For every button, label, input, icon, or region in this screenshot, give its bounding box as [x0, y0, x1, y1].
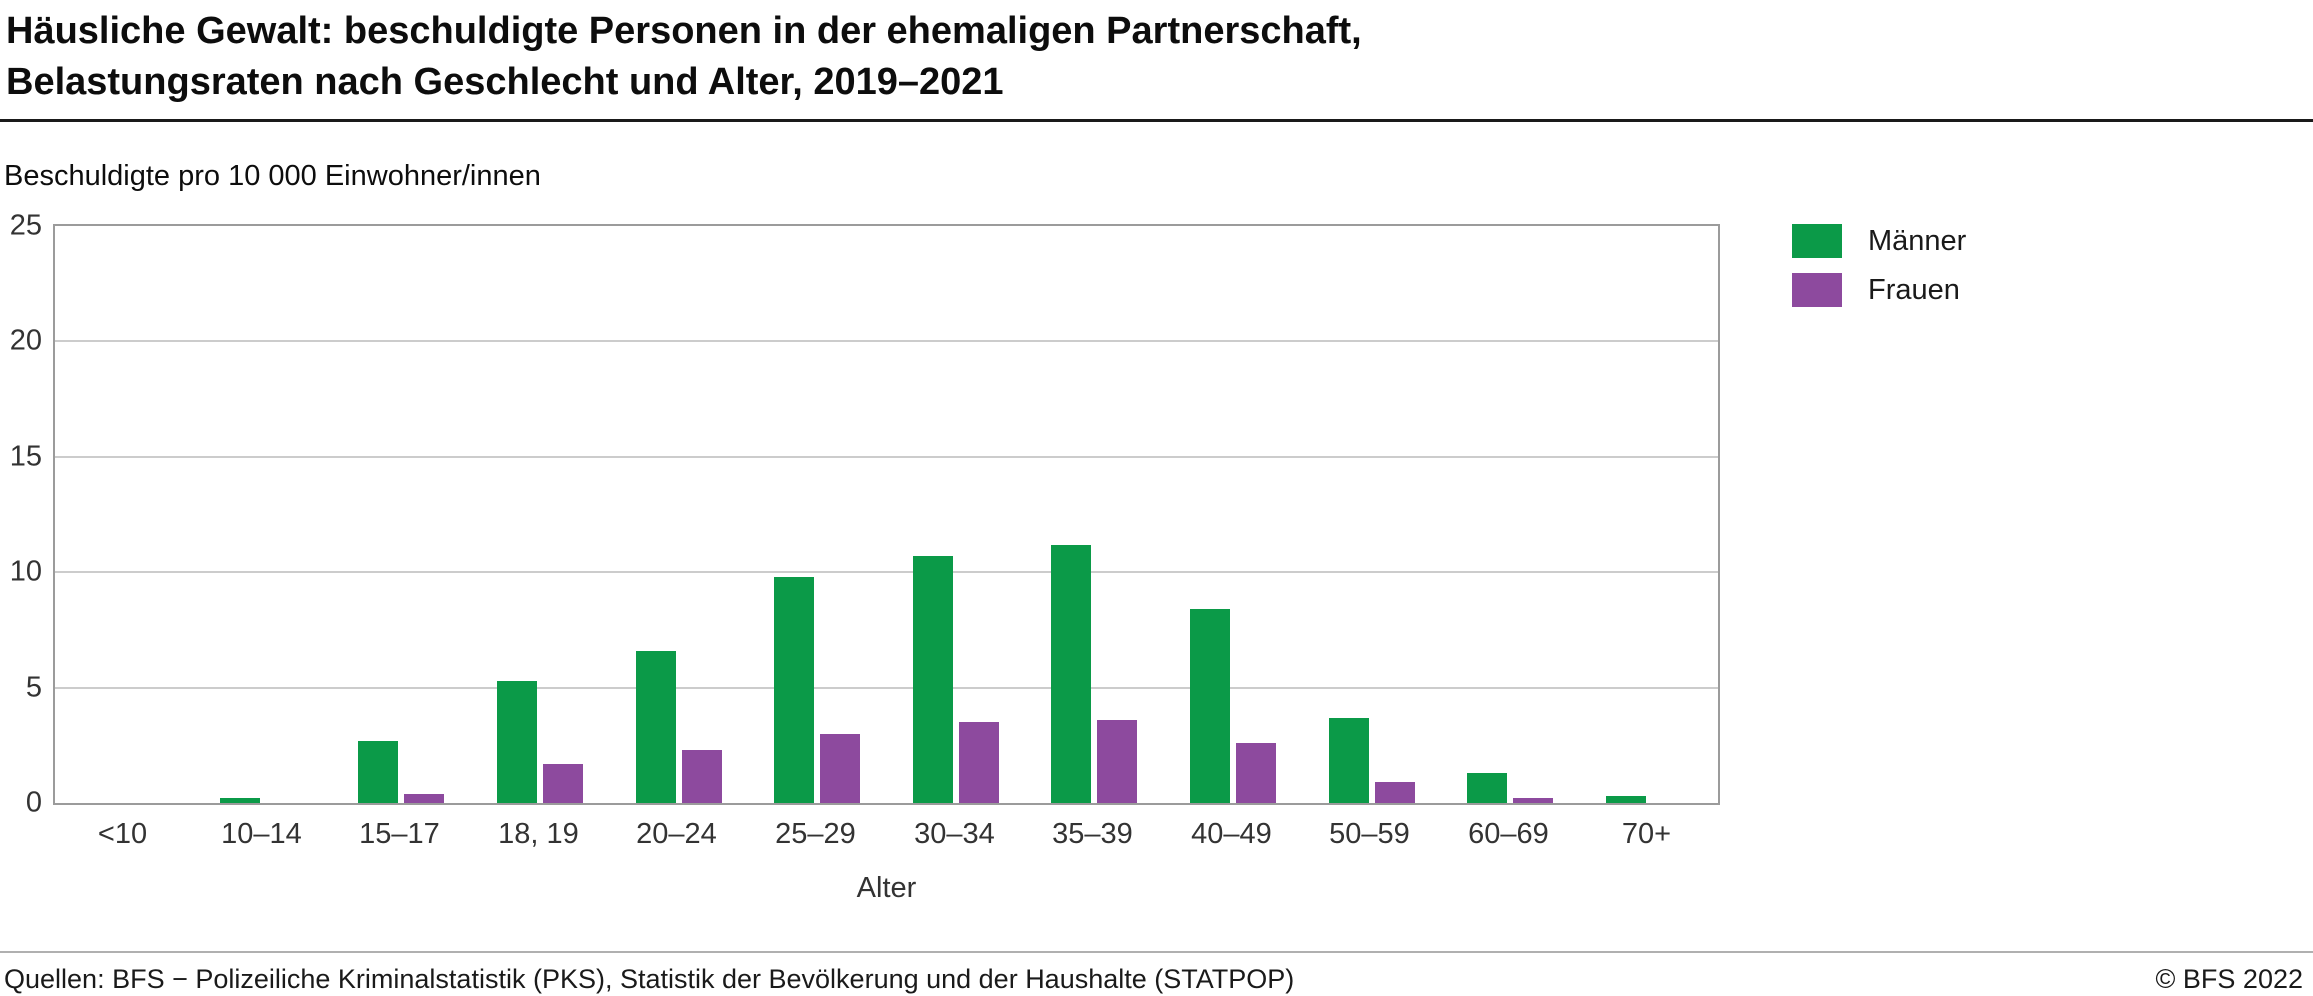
x-axis: <10 10–14 15–17 18, 19 20–24 25–29 30–34 35–39 4…: [53, 818, 1720, 858]
legend-swatch-frauen: [1792, 273, 1842, 307]
y-axis: 0 5 10 15 20 25: [0, 210, 42, 819]
plot-area: [53, 224, 1720, 805]
bar-männer-15–17: [358, 741, 398, 803]
x-tick-label: 15–17: [359, 818, 440, 850]
bar-frauen-50–59: [1375, 782, 1415, 803]
bar-männer-70+: [1606, 796, 1646, 803]
x-tick-label: 25–29: [775, 818, 856, 850]
y-tick-label: 0: [25, 786, 42, 819]
bar-frauen-30–34: [959, 722, 999, 803]
bar-männer-35–39: [1051, 545, 1091, 803]
legend-swatch-männer: [1792, 224, 1842, 258]
bar-frauen-60–69: [1513, 798, 1553, 803]
bar-frauen-18, 19: [543, 764, 583, 803]
x-tick-label: 10–14: [221, 818, 302, 850]
bar-frauen-20–24: [682, 750, 722, 803]
bar-männer-20–24: [636, 651, 676, 803]
gridline: [55, 340, 1718, 343]
bar-männer-30–34: [913, 556, 953, 803]
x-tick-label: 18, 19: [498, 818, 579, 850]
bar-frauen-40–49: [1236, 743, 1276, 803]
footer-copyright-text: © BFS 2022: [2155, 964, 2303, 994]
legend-label-männer: Männer: [1868, 224, 1967, 257]
bar-männer-40–49: [1190, 609, 1230, 803]
title-divider: [0, 119, 2313, 122]
legend: Männer Frauen: [1792, 224, 1966, 322]
gridline: [55, 455, 1718, 458]
legend-row-männer: Männer: [1792, 224, 1966, 258]
x-axis-title: Alter: [856, 872, 917, 904]
gridline: [55, 571, 1718, 574]
x-tick-label: 50–59: [1329, 818, 1410, 850]
y-axis-unit-label: Beschuldigte pro 10 000 Einwohner/innen: [4, 160, 541, 192]
bar-männer-50–59: [1329, 718, 1369, 803]
bar-frauen-35–39: [1097, 720, 1137, 803]
y-tick-label: 5: [25, 671, 42, 704]
footer-source-text: Quellen: BFS − Polizeiliche Kriminalstat…: [4, 964, 1295, 994]
bar-frauen-15–17: [404, 794, 444, 803]
bar-männer-60–69: [1467, 773, 1507, 803]
legend-label-frauen: Frauen: [1868, 273, 1960, 306]
footer-divider: [0, 951, 2313, 953]
bar-männer-18, 19: [497, 681, 537, 803]
bar-männer-25–29: [774, 577, 814, 803]
y-tick-label: 25: [9, 209, 42, 242]
gridline: [55, 686, 1718, 689]
x-tick-label: 20–24: [636, 818, 717, 850]
y-tick-label: 15: [9, 440, 42, 473]
bar-frauen-25–29: [820, 734, 860, 803]
x-tick-label: 40–49: [1191, 818, 1272, 850]
y-tick-label: 10: [9, 555, 42, 588]
x-tick-label: <10: [97, 818, 148, 850]
x-tick-label: 30–34: [914, 818, 995, 850]
y-tick-label: 20: [9, 324, 42, 357]
legend-row-frauen: Frauen: [1792, 273, 1966, 307]
x-tick-label: 70+: [1621, 818, 1672, 850]
bar-männer-10–14: [220, 798, 260, 803]
x-tick-label: 60–69: [1468, 818, 1549, 850]
chart-title: Häusliche Gewalt: beschuldigte Personen …: [6, 10, 1362, 104]
x-tick-label: 35–39: [1052, 818, 1133, 850]
